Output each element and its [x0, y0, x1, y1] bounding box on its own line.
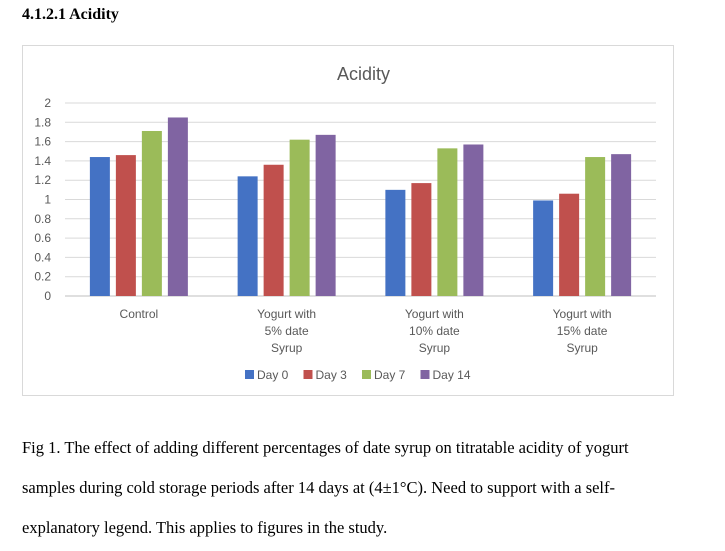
bar-day-7 — [437, 148, 458, 296]
section-heading: 4.1.2.1 Acidity — [22, 6, 119, 23]
y-tick-label: 1.6 — [34, 135, 51, 149]
bar-day-3 — [559, 193, 580, 296]
legend-label: Day 14 — [433, 368, 471, 382]
legend-label: Day 3 — [316, 368, 348, 382]
bar-day-0 — [237, 176, 258, 296]
bar-day-7 — [289, 139, 310, 296]
bar-day-14 — [315, 134, 336, 296]
y-tick-label: 1.2 — [34, 173, 51, 187]
legend-swatch — [245, 370, 254, 379]
y-tick-label: 2 — [44, 96, 51, 110]
bar-day-14 — [463, 144, 484, 296]
x-category-label: Syrup — [566, 341, 598, 355]
bar-day-14 — [611, 154, 632, 296]
bar-day-14 — [167, 117, 188, 296]
chart-title: Acidity — [337, 64, 390, 84]
legend-label: Day 0 — [257, 368, 289, 382]
y-tick-label: 0.4 — [34, 250, 51, 264]
x-category-label: Syrup — [419, 341, 451, 355]
x-category-label: Control — [120, 307, 159, 321]
y-tick-label: 1 — [44, 193, 51, 207]
chart-container: Acidity 0 0.2 0.4 0.6 0.8 1 1.2 1.4 1.6 1.8 2 Contro… — [22, 45, 674, 396]
caption-line-2: samples during cold storage periods afte… — [22, 478, 616, 497]
bar-day-0 — [89, 157, 110, 296]
legend-swatch — [362, 370, 371, 379]
bar-day-3 — [263, 164, 284, 296]
bar-day-7 — [141, 130, 162, 296]
y-tick-label: 1.4 — [34, 154, 51, 168]
y-tick-label: 0.8 — [34, 212, 51, 226]
x-category-label: 10% date — [409, 324, 460, 338]
caption-line-3: explanatory legend. This applies to figu… — [22, 518, 388, 537]
legend-swatch — [303, 370, 313, 379]
legend-label: Day 7 — [374, 368, 406, 382]
x-category-label: Yogurt with — [405, 307, 464, 321]
x-category-label: Yogurt with — [257, 307, 316, 321]
legend-swatch — [420, 370, 430, 379]
bar-day-0 — [385, 189, 406, 296]
y-tick-label: 0 — [44, 289, 51, 303]
figure-caption: Fig 1. The effect of adding different pe… — [22, 428, 712, 548]
acidity-bar-chart: Acidity 0 0.2 0.4 0.6 0.8 1 1.2 1.4 1.6 1.8 2 Contro… — [34, 64, 656, 382]
bar-day-7 — [585, 157, 606, 296]
bar-day-3 — [411, 183, 432, 296]
x-category-label: Yogurt with — [553, 307, 612, 321]
x-category-label: Syrup — [271, 341, 303, 355]
y-tick-label: 1.8 — [34, 115, 51, 129]
x-category-label: 15% date — [557, 324, 608, 338]
y-tick-label: 0.6 — [34, 231, 51, 245]
caption-line-1: Fig 1. The effect of adding different pe… — [22, 438, 629, 457]
bar-day-3 — [115, 155, 136, 296]
x-category-label: 5% date — [265, 324, 309, 338]
bar-day-0 — [533, 200, 554, 296]
y-tick-label: 0.2 — [34, 270, 51, 284]
